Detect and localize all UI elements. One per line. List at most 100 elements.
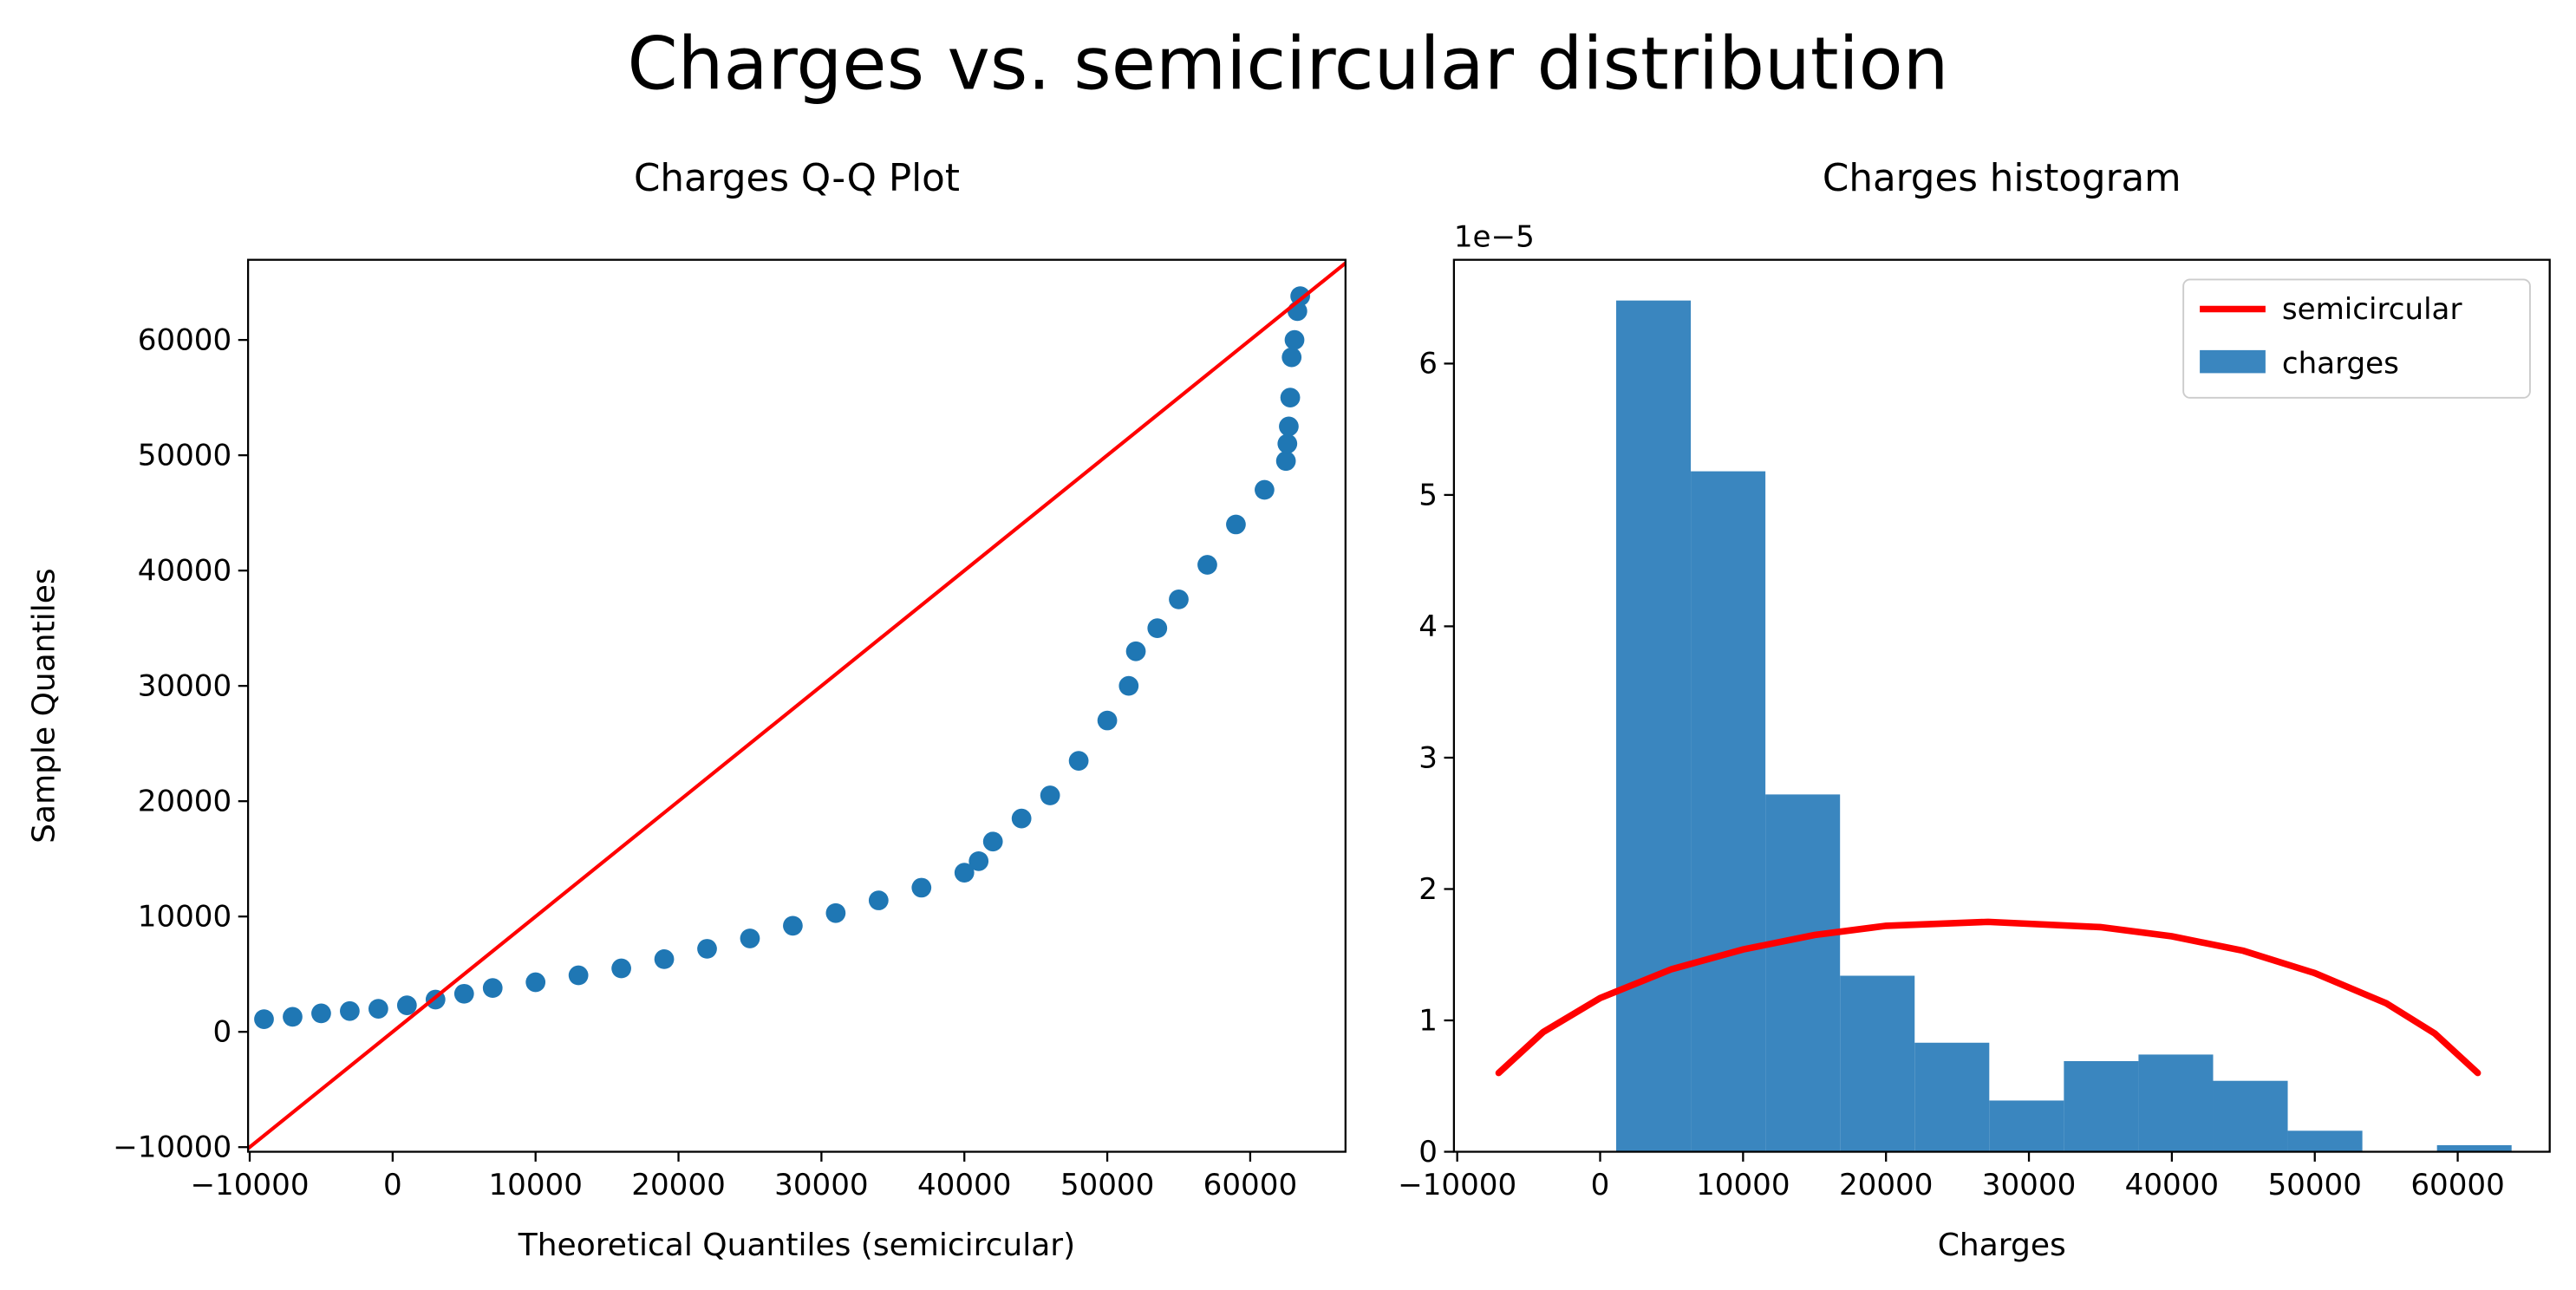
scatter-point [568, 965, 589, 986]
scatter-point [1147, 618, 1168, 639]
y-tick-label: 0 [1418, 1135, 1438, 1169]
y-tick-label: 50000 [138, 439, 232, 473]
scatter-point [1255, 479, 1275, 500]
x-axis-label: Theoretical Quantiles (semicircular) [518, 1228, 1075, 1263]
x-axis-label: Charges [1938, 1228, 2066, 1263]
scatter-point [911, 877, 932, 898]
scatter-point [1068, 751, 1089, 771]
scatter-point [1284, 329, 1305, 350]
scatter-point [982, 831, 1003, 852]
plot-area [248, 260, 1346, 1151]
scatter-point [1118, 675, 1139, 696]
scatter-point [1169, 590, 1189, 609]
y-tick-label: 5 [1418, 478, 1438, 512]
x-tick-label: 0 [1591, 1168, 1610, 1202]
scatter-point [1277, 433, 1298, 454]
x-tick-label: 10000 [488, 1168, 582, 1202]
scatter-point [697, 939, 717, 959]
scatter-point [1226, 514, 1246, 535]
y-tick-label: −10000 [113, 1130, 232, 1165]
scatter-point [453, 983, 474, 1004]
x-tick-label: 20000 [631, 1168, 725, 1202]
scatter-point [482, 978, 503, 999]
y-tick-label: 0 [212, 1015, 232, 1050]
y-offset-label: 1e−5 [1454, 220, 1535, 255]
histogram-bar [1914, 1042, 1990, 1152]
scatter-point [1290, 286, 1310, 306]
scatter-point [954, 863, 975, 883]
scatter-point [740, 928, 760, 948]
x-tick-label: 30000 [774, 1168, 868, 1202]
x-tick-label: 60000 [1203, 1168, 1297, 1202]
histogram-bar [2213, 1080, 2288, 1152]
scatter-point [825, 902, 846, 923]
scatter-point [968, 850, 989, 871]
x-tick-label: 10000 [1696, 1168, 1790, 1202]
histogram-bar [1765, 794, 1841, 1152]
scatter-point [1040, 785, 1060, 805]
x-tick-label: 60000 [2410, 1168, 2504, 1202]
legend-patch-swatch [2200, 349, 2266, 374]
scatter-point [340, 1000, 360, 1021]
x-tick-label: 0 [383, 1168, 402, 1202]
scatter-point [1279, 416, 1299, 437]
axes-title: Charges histogram [1823, 157, 2181, 200]
legend-label: semicircular [2282, 292, 2463, 327]
histogram-bar [2287, 1130, 2363, 1152]
scatter-point [1281, 347, 1302, 368]
y-tick-label: 2 [1418, 872, 1438, 907]
scatter-point [254, 1009, 274, 1029]
x-tick-label: −10000 [190, 1168, 309, 1202]
axes-frame [246, 258, 1347, 1153]
x-tick-label: 40000 [917, 1168, 1011, 1202]
x-tick-label: 20000 [1839, 1168, 1933, 1202]
scatter-point [1197, 555, 1217, 575]
histogram-bar [2138, 1054, 2214, 1152]
scatter-point [783, 915, 803, 936]
x-tick-label: 50000 [1060, 1168, 1154, 1202]
x-tick-label: −10000 [1398, 1168, 1516, 1202]
figure-title: Charges vs. semicircular distribution [627, 23, 1948, 107]
density-line [1495, 918, 2481, 1077]
legend-box [2182, 278, 2531, 399]
y-tick-label: 60000 [138, 322, 232, 357]
scatter-point [654, 949, 675, 969]
histogram-bar [2064, 1060, 2139, 1152]
scatter-point [1275, 451, 1296, 472]
legend: semicircular charges [2182, 278, 2531, 399]
scatter-point [396, 995, 417, 1015]
y-tick-label: 6 [1418, 347, 1438, 381]
y-tick-label: 20000 [138, 785, 232, 819]
scatter-point [1125, 641, 1146, 661]
x-tick-label: 50000 [2267, 1168, 2361, 1202]
reference-line [248, 260, 1346, 1151]
axes-frame [1452, 258, 2551, 1153]
y-tick-label: 1 [1418, 1003, 1438, 1038]
y-tick-label: 40000 [138, 554, 232, 589]
scatter-point [1097, 710, 1118, 731]
histogram-bar [2436, 1144, 2512, 1152]
y-axis-label: Sample Quantiles [27, 568, 62, 843]
scatter-point [868, 890, 889, 910]
scatter-point [283, 1007, 303, 1027]
histogram-bar [1989, 1100, 2064, 1152]
histogram-bar [1691, 471, 1766, 1152]
axes-title: Charges Q-Q Plot [634, 157, 960, 200]
scatter-point [368, 999, 388, 1019]
y-tick-label: 3 [1418, 740, 1438, 775]
x-tick-label: 30000 [1982, 1168, 2076, 1202]
scatter-point [311, 1003, 331, 1024]
y-tick-label: 4 [1418, 609, 1438, 644]
histogram-bar [1616, 300, 1692, 1152]
clipped [248, 260, 1346, 1151]
y-tick-label: 10000 [138, 900, 232, 935]
x-tick-label: 40000 [2125, 1168, 2219, 1202]
scatter-point [1280, 388, 1301, 407]
y-tick-label: 30000 [138, 669, 232, 704]
legend-label: charges [2282, 346, 2399, 381]
scatter-point [1011, 808, 1032, 829]
scatter-point [611, 958, 631, 979]
scatter-point [525, 972, 546, 993]
